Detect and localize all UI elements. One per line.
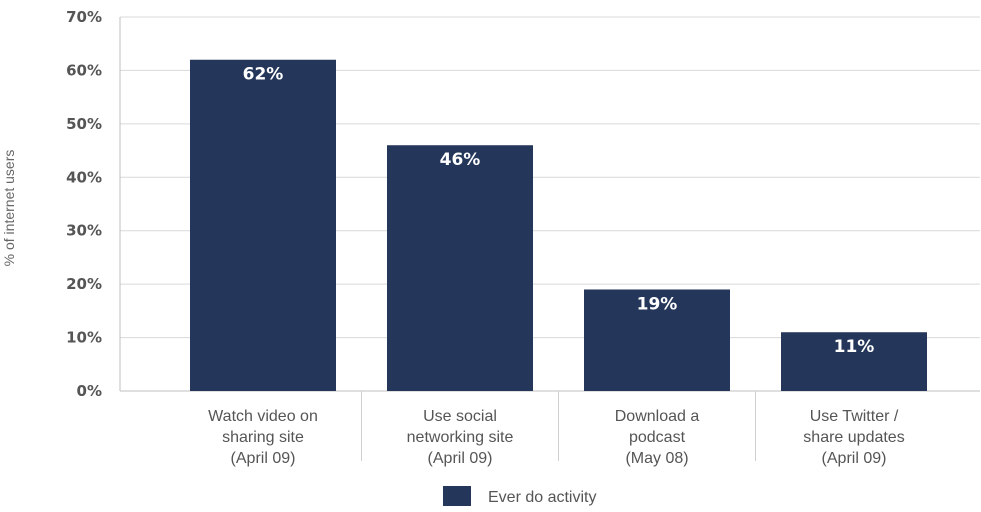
x-category-label-line: sharing site	[222, 429, 304, 446]
x-category-label: Use social networking site (April 09)	[407, 408, 514, 467]
x-category-label-line: share updates	[803, 429, 904, 446]
legend-label: Ever do activity	[488, 489, 596, 506]
y-tick-label: 30%	[66, 222, 102, 240]
y-tick-label: 0%	[77, 382, 102, 400]
bar	[584, 289, 730, 391]
x-category-label-line: (May 08)	[625, 450, 688, 467]
x-category-label: Watch video on sharing site (April 09)	[208, 408, 318, 467]
bars	[190, 59, 927, 391]
x-category-label-line: (April 09)	[231, 450, 296, 467]
legend: Ever do activity	[443, 486, 596, 506]
data-label: 19%	[637, 294, 678, 314]
y-tick-label: 10%	[66, 329, 102, 347]
x-category-label: Use Twitter / share updates (April 09)	[803, 408, 904, 467]
x-category-label-line: Watch video on	[208, 408, 318, 425]
data-labels: 62% 46% 19% 11%	[243, 65, 875, 357]
x-category-label-line: networking site	[407, 429, 514, 446]
x-category-label-line: Download a	[615, 408, 700, 425]
legend-swatch	[443, 486, 471, 506]
bar	[387, 145, 533, 391]
data-label: 46%	[440, 150, 481, 170]
x-category-label-line: Use Twitter /	[810, 408, 899, 425]
x-category-labels: Watch video on sharing site (April 09)Use …	[208, 408, 905, 467]
y-tick-label: 20%	[66, 275, 102, 293]
y-tick-label: 50%	[66, 115, 102, 133]
y-tick-label: 40%	[66, 168, 102, 186]
data-label: 62%	[243, 65, 284, 85]
x-category-label-line: Use social	[423, 408, 497, 425]
y-tick-label: 70%	[66, 8, 102, 26]
y-axis-label: % of internet users	[1, 150, 17, 267]
bar	[781, 332, 927, 391]
x-category-label-line: (April 09)	[428, 450, 493, 467]
y-tick-labels: 0% 10% 20% 30% 40% 50% 60% 70%	[66, 8, 102, 400]
data-label: 11%	[834, 337, 875, 357]
x-category-label-line: podcast	[629, 429, 686, 446]
x-category-label-line: (April 09)	[822, 450, 887, 467]
x-category-label: Download a podcast (May 08)	[615, 408, 700, 467]
y-tick-label: 60%	[66, 61, 102, 79]
bar	[190, 59, 336, 391]
